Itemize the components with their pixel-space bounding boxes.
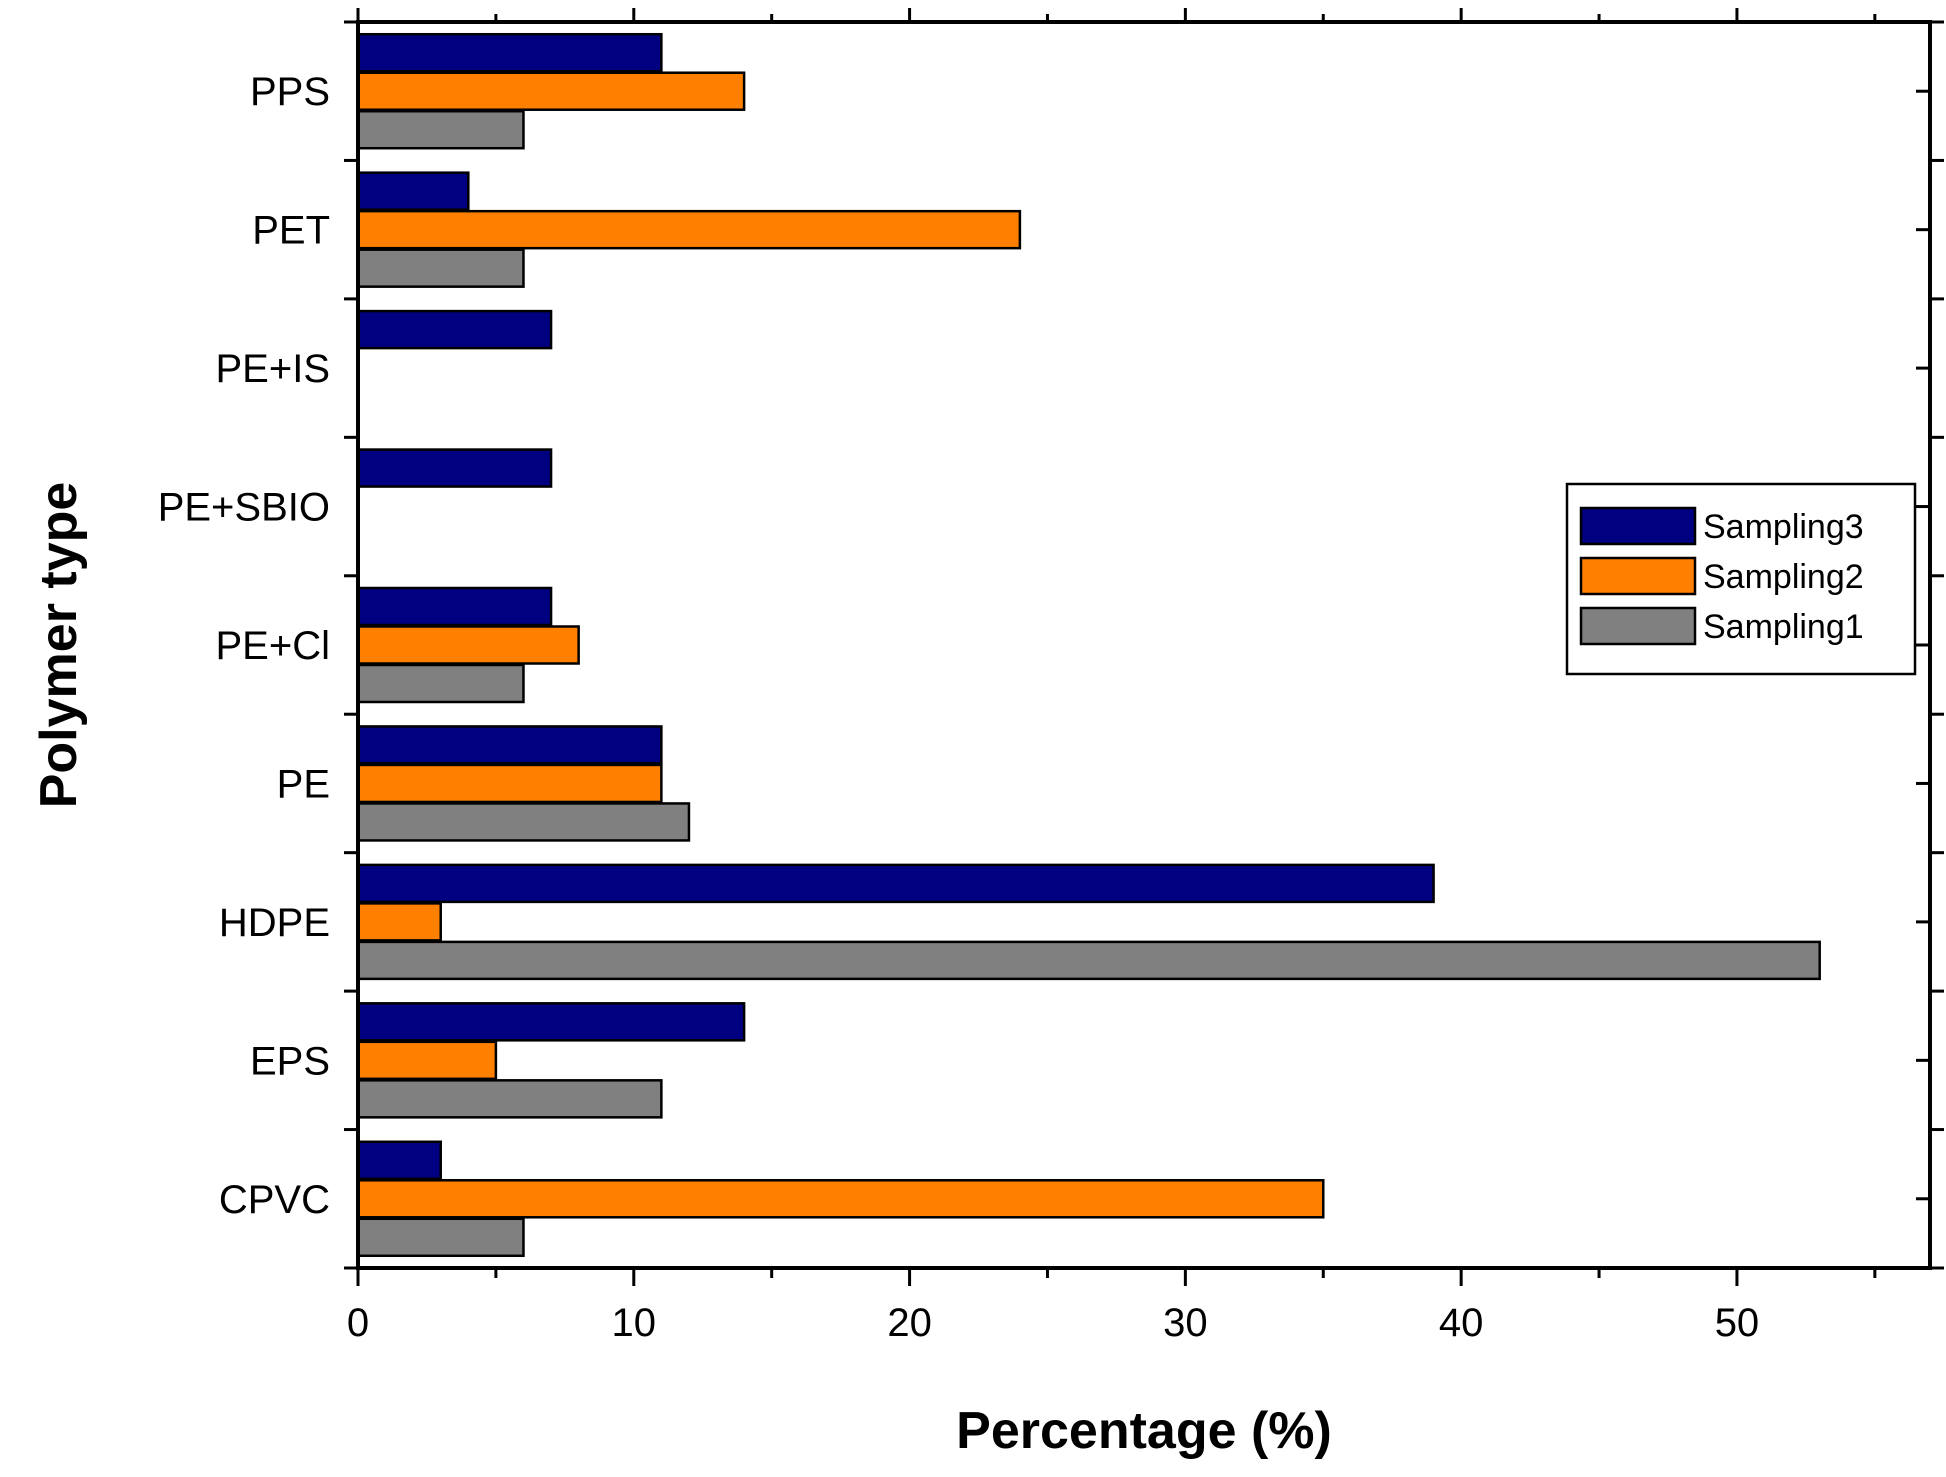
bar-sampling1-hdpe — [356, 940, 1821, 981]
bar-sampling1-pe — [356, 802, 691, 842]
x-axis-title: Percentage (%) — [956, 1402, 1332, 1460]
bar-sampling1-pet — [356, 248, 525, 288]
bar-sampling3-eps — [356, 1002, 746, 1042]
y-tick-label: PE+SBIO — [158, 486, 330, 530]
bar-sampling2-pe-cl — [356, 625, 580, 665]
x-tick-label: 0 — [347, 1301, 369, 1345]
y-tick-label: CPVC — [219, 1178, 330, 1222]
bar-sampling3-pet — [356, 171, 470, 211]
bar-sampling2-hdpe — [356, 902, 442, 942]
y-tick-label: PE+Cl — [216, 624, 331, 668]
bar-sampling3-hdpe — [356, 863, 1435, 904]
legend-swatch-sampling3 — [1579, 506, 1697, 546]
x-tick-label: 20 — [887, 1301, 932, 1345]
x-tick-label: 50 — [1715, 1301, 1760, 1345]
y-tick-label: PE — [277, 762, 330, 806]
bar-sampling2-pe — [356, 763, 663, 804]
bar-sampling1-pe-cl — [356, 663, 525, 704]
bar-sampling1-cpvc — [356, 1217, 525, 1258]
x-tick-label: 30 — [1163, 1301, 1208, 1345]
bar-sampling2-eps — [356, 1040, 498, 1081]
x-tick-label: 10 — [612, 1301, 657, 1345]
bar-sampling2-pet — [356, 209, 1022, 250]
bar-sampling3-pps — [356, 32, 663, 73]
y-tick-label: EPS — [250, 1039, 330, 1083]
y-tick-label: PPS — [250, 70, 330, 114]
bar-sampling3-pe — [356, 725, 663, 765]
bar-sampling3-pe-is — [356, 309, 553, 350]
bar-sampling1-pps — [356, 109, 525, 150]
bar-sampling2-pps — [356, 71, 746, 111]
axis-tick-labels: 0 10 20 30 40 50 CPVC EPS HDPE PE PE+Cl PE+SBIO PE+I… — [158, 70, 1760, 1345]
legend-swatch-sampling2 — [1579, 556, 1697, 596]
axis-ticks — [344, 8, 1944, 1286]
bar-sampling3-cpvc — [356, 1140, 442, 1181]
bar-sampling2-cpvc — [356, 1179, 1325, 1219]
legend-label-sampling1: Sampling1 — [1703, 608, 1864, 646]
x-tick-label: 40 — [1439, 1301, 1484, 1345]
bar-sampling3-pe-sbio — [356, 448, 553, 488]
bar-sampling3-pe-cl — [356, 586, 553, 627]
y-tick-label: PET — [252, 209, 330, 253]
legend: Sampling3 Sampling2 Sampling1 — [1565, 482, 1917, 676]
y-tick-label: PE+IS — [215, 347, 330, 391]
legend-label-sampling3: Sampling3 — [1703, 508, 1864, 546]
legend-swatch-sampling1 — [1579, 606, 1697, 646]
y-tick-label: HDPE — [219, 901, 330, 945]
legend-label-sampling2: Sampling2 — [1703, 558, 1864, 596]
y-axis-title: Polymer type — [30, 482, 88, 809]
bar-sampling1-eps — [356, 1079, 663, 1119]
